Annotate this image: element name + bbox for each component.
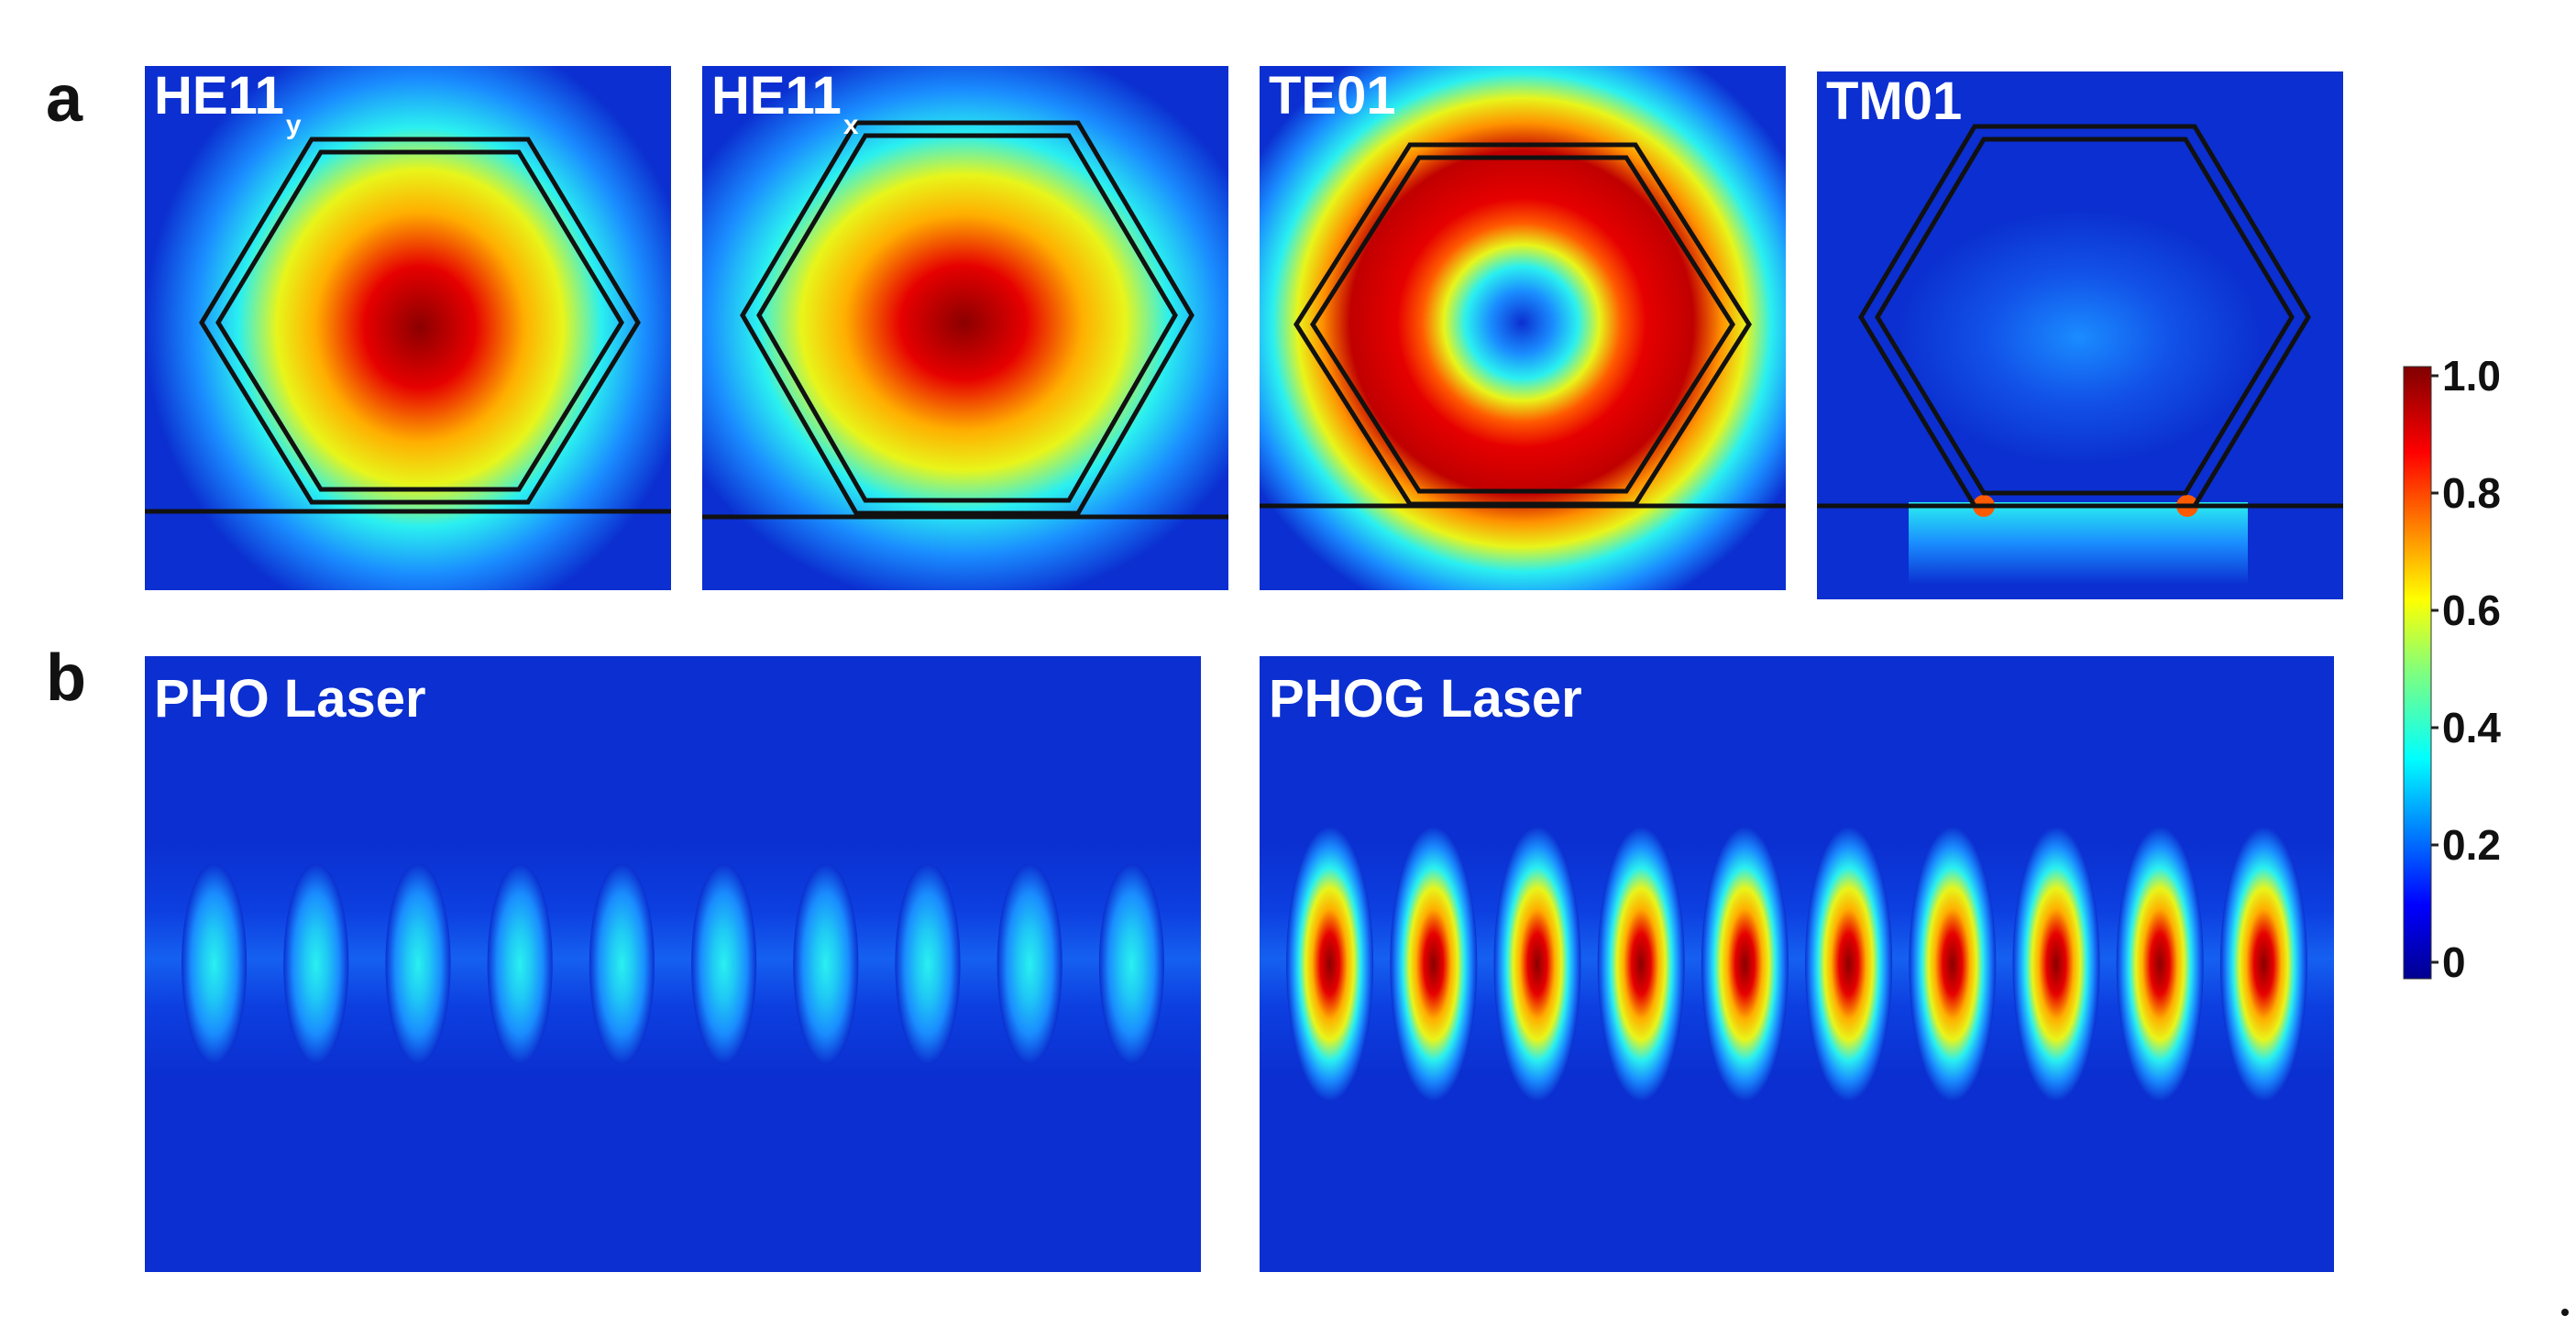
colorbar-gradient — [2403, 366, 2432, 980]
colorbar-tick-label: 0.8 — [2442, 469, 2501, 517]
he11x-field-plot — [702, 66, 1228, 590]
phog-field-plot — [1260, 827, 2334, 1102]
laser-map-pho: PHO Laser — [145, 656, 1201, 1272]
te01-field — [1260, 66, 1786, 590]
colorbar: 1.0 0.8 0.6 0.4 0.2 0 — [2403, 361, 2501, 984]
te01-field-plot — [1260, 66, 1786, 590]
pho-field-plot — [145, 839, 1201, 1078]
mode-map-te01: TE01 — [1260, 66, 1786, 590]
field-lobe — [385, 863, 451, 1065]
field-lobe — [1286, 827, 1374, 1102]
hexagon-inner — [756, 133, 1178, 503]
laser-label-pho: PHO Laser — [154, 669, 426, 729]
mode-label-he11y: HE11y — [154, 66, 302, 140]
field-lobe — [1390, 827, 1478, 1102]
laser-map-phog: PHOG Laser — [1260, 656, 2334, 1272]
field-lobe — [691, 863, 757, 1065]
field-lobe — [2012, 827, 2100, 1102]
mode-label-te01: TE01 — [1269, 66, 1396, 126]
mode-map-he11y: HE11y — [145, 66, 671, 590]
hexagon-inner — [1310, 155, 1735, 494]
laser-label-phog: PHOG Laser — [1269, 669, 1582, 729]
mode-label-he11x: HE11x — [711, 66, 859, 140]
colorbar-tick-label: 0.4 — [2442, 704, 2501, 751]
field-lobe — [1701, 827, 1789, 1102]
field-lobe — [1098, 863, 1164, 1065]
colorbar-tick-label: 0.2 — [2442, 821, 2501, 869]
mode-map-he11x: HE11x — [702, 66, 1228, 590]
panel-letter-b: b — [46, 642, 86, 715]
field-lobe — [2219, 827, 2307, 1102]
tm01-substrate-field — [1909, 502, 2248, 585]
he11x-field — [702, 66, 1228, 590]
trailing-period — [2561, 1309, 2569, 1316]
field-lobe — [589, 863, 655, 1065]
field-lobe — [1805, 827, 1893, 1102]
he11y-field-plot — [145, 66, 671, 590]
tm01-field — [1896, 209, 2262, 466]
field-lobe — [1493, 827, 1581, 1102]
field-lobe — [1597, 827, 1685, 1102]
field-lobe — [487, 863, 553, 1065]
field-lobe — [895, 863, 961, 1065]
field-lobe — [793, 863, 859, 1065]
field-lobe — [996, 863, 1062, 1065]
field-lobe — [2116, 827, 2204, 1102]
hexagon-outer — [199, 137, 641, 505]
colorbar-tick-label: 0.6 — [2442, 587, 2501, 634]
field-lobe — [182, 863, 248, 1065]
mode-map-tm01: TM01 — [1817, 71, 2343, 599]
colorbar-tick-label: 0 — [2442, 938, 2466, 984]
panel-letter-a: a — [46, 62, 83, 136]
field-lobe — [283, 863, 349, 1065]
hexagon-inner — [215, 149, 624, 492]
colorbar-tick-label: 1.0 — [2442, 361, 2501, 400]
tm01-field-plot — [1817, 124, 2343, 585]
hexagon-outer — [740, 120, 1194, 516]
field-lobe — [1909, 827, 1997, 1102]
hexagon-inner — [1875, 137, 2295, 496]
mode-label-tm01: TM01 — [1826, 71, 1963, 131]
